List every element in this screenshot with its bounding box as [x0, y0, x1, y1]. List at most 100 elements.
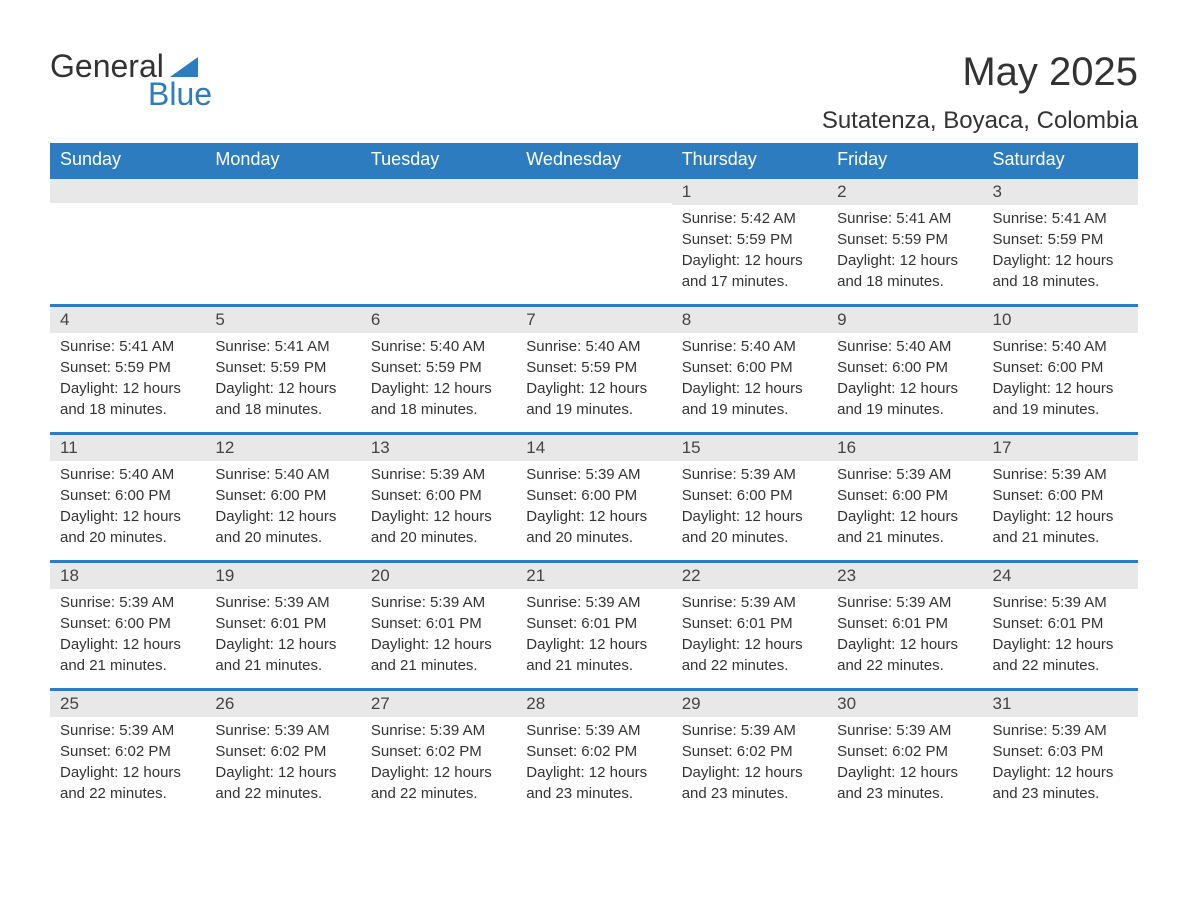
- sunset-text: Sunset: 6:01 PM: [215, 613, 350, 634]
- logo: General Blue: [50, 50, 212, 110]
- day-cell: 2Sunrise: 5:41 AMSunset: 5:59 PMDaylight…: [827, 177, 982, 305]
- sunrise-text: Sunrise: 5:39 AM: [993, 464, 1128, 485]
- sunrise-text: Sunrise: 5:40 AM: [215, 464, 350, 485]
- day-cell: 30Sunrise: 5:39 AMSunset: 6:02 PMDayligh…: [827, 689, 982, 817]
- day-content: Sunrise: 5:39 AMSunset: 6:00 PMDaylight:…: [983, 461, 1138, 556]
- location: Sutatenza, Boyaca, Colombia: [822, 107, 1138, 135]
- day-number: 14: [516, 434, 671, 461]
- month-title: May 2025: [822, 50, 1138, 95]
- sunset-text: Sunset: 6:00 PM: [682, 357, 817, 378]
- day-number: 27: [361, 690, 516, 717]
- daylight-text: Daylight: 12 hours and 18 minutes.: [215, 378, 350, 420]
- sunset-text: Sunset: 6:01 PM: [682, 613, 817, 634]
- day-content: Sunrise: 5:40 AMSunset: 6:00 PMDaylight:…: [205, 461, 360, 556]
- daylight-text: Daylight: 12 hours and 19 minutes.: [526, 378, 661, 420]
- day-number: 5: [205, 306, 360, 333]
- daylight-text: Daylight: 12 hours and 22 minutes.: [837, 634, 972, 676]
- sunset-text: Sunset: 6:01 PM: [993, 613, 1128, 634]
- daylight-text: Daylight: 12 hours and 19 minutes.: [837, 378, 972, 420]
- sunset-text: Sunset: 5:59 PM: [682, 229, 817, 250]
- day-number: 8: [672, 306, 827, 333]
- sunset-text: Sunset: 6:01 PM: [371, 613, 506, 634]
- sunrise-text: Sunrise: 5:39 AM: [526, 464, 661, 485]
- day-cell: [50, 177, 205, 305]
- day-cell: 8Sunrise: 5:40 AMSunset: 6:00 PMDaylight…: [672, 305, 827, 433]
- day-cell: 12Sunrise: 5:40 AMSunset: 6:00 PMDayligh…: [205, 433, 360, 561]
- day-number: 30: [827, 690, 982, 717]
- daylight-text: Daylight: 12 hours and 18 minutes.: [993, 250, 1128, 292]
- day-cell: 15Sunrise: 5:39 AMSunset: 6:00 PMDayligh…: [672, 433, 827, 561]
- sunrise-text: Sunrise: 5:41 AM: [837, 208, 972, 229]
- daylight-text: Daylight: 12 hours and 22 minutes.: [60, 762, 195, 804]
- sunrise-text: Sunrise: 5:39 AM: [837, 720, 972, 741]
- day-cell: 20Sunrise: 5:39 AMSunset: 6:01 PMDayligh…: [361, 561, 516, 689]
- day-content: Sunrise: 5:39 AMSunset: 6:00 PMDaylight:…: [361, 461, 516, 556]
- weekday-monday: Monday: [205, 143, 360, 177]
- day-cell: 31Sunrise: 5:39 AMSunset: 6:03 PMDayligh…: [983, 689, 1138, 817]
- day-content: Sunrise: 5:39 AMSunset: 6:03 PMDaylight:…: [983, 717, 1138, 812]
- daylight-text: Daylight: 12 hours and 22 minutes.: [215, 762, 350, 804]
- sunrise-text: Sunrise: 5:39 AM: [526, 592, 661, 613]
- sunrise-text: Sunrise: 5:39 AM: [371, 720, 506, 741]
- day-content: Sunrise: 5:39 AMSunset: 6:01 PMDaylight:…: [672, 589, 827, 684]
- weekday-header: Sunday Monday Tuesday Wednesday Thursday…: [50, 143, 1138, 177]
- day-content: Sunrise: 5:41 AMSunset: 5:59 PMDaylight:…: [205, 333, 360, 428]
- daylight-text: Daylight: 12 hours and 20 minutes.: [526, 506, 661, 548]
- logo-word1: General: [50, 50, 164, 82]
- daylight-text: Daylight: 12 hours and 23 minutes.: [682, 762, 817, 804]
- daylight-text: Daylight: 12 hours and 20 minutes.: [371, 506, 506, 548]
- daylight-text: Daylight: 12 hours and 19 minutes.: [682, 378, 817, 420]
- day-content: Sunrise: 5:40 AMSunset: 6:00 PMDaylight:…: [827, 333, 982, 428]
- day-content: Sunrise: 5:39 AMSunset: 6:02 PMDaylight:…: [50, 717, 205, 812]
- day-cell: 23Sunrise: 5:39 AMSunset: 6:01 PMDayligh…: [827, 561, 982, 689]
- sunrise-text: Sunrise: 5:40 AM: [993, 336, 1128, 357]
- daylight-text: Daylight: 12 hours and 22 minutes.: [682, 634, 817, 676]
- daylight-text: Daylight: 12 hours and 22 minutes.: [993, 634, 1128, 676]
- day-number: 21: [516, 562, 671, 589]
- sunrise-text: Sunrise: 5:39 AM: [60, 720, 195, 741]
- day-number: 20: [361, 562, 516, 589]
- weekday-thursday: Thursday: [672, 143, 827, 177]
- sunset-text: Sunset: 5:59 PM: [526, 357, 661, 378]
- sunrise-text: Sunrise: 5:39 AM: [60, 592, 195, 613]
- sunrise-text: Sunrise: 5:39 AM: [526, 720, 661, 741]
- calendar-body: 1Sunrise: 5:42 AMSunset: 5:59 PMDaylight…: [50, 177, 1138, 817]
- day-number: 28: [516, 690, 671, 717]
- sunrise-text: Sunrise: 5:39 AM: [993, 720, 1128, 741]
- day-content: Sunrise: 5:39 AMSunset: 6:02 PMDaylight:…: [361, 717, 516, 812]
- day-cell: 28Sunrise: 5:39 AMSunset: 6:02 PMDayligh…: [516, 689, 671, 817]
- day-number: [205, 178, 360, 203]
- day-cell: 10Sunrise: 5:40 AMSunset: 6:00 PMDayligh…: [983, 305, 1138, 433]
- day-cell: 4Sunrise: 5:41 AMSunset: 5:59 PMDaylight…: [50, 305, 205, 433]
- daylight-text: Daylight: 12 hours and 21 minutes.: [837, 506, 972, 548]
- sunset-text: Sunset: 5:59 PM: [60, 357, 195, 378]
- sunrise-text: Sunrise: 5:39 AM: [682, 720, 817, 741]
- day-number: 24: [983, 562, 1138, 589]
- day-cell: 16Sunrise: 5:39 AMSunset: 6:00 PMDayligh…: [827, 433, 982, 561]
- day-number: 15: [672, 434, 827, 461]
- day-number: 31: [983, 690, 1138, 717]
- sunset-text: Sunset: 6:00 PM: [371, 485, 506, 506]
- daylight-text: Daylight: 12 hours and 20 minutes.: [215, 506, 350, 548]
- header: General Blue May 2025 Sutatenza, Boyaca,…: [50, 50, 1138, 135]
- daylight-text: Daylight: 12 hours and 18 minutes.: [837, 250, 972, 292]
- sunset-text: Sunset: 6:02 PM: [215, 741, 350, 762]
- sunset-text: Sunset: 6:01 PM: [837, 613, 972, 634]
- sunrise-text: Sunrise: 5:39 AM: [837, 464, 972, 485]
- week-row: 18Sunrise: 5:39 AMSunset: 6:00 PMDayligh…: [50, 561, 1138, 689]
- daylight-text: Daylight: 12 hours and 17 minutes.: [682, 250, 817, 292]
- daylight-text: Daylight: 12 hours and 21 minutes.: [215, 634, 350, 676]
- day-number: 16: [827, 434, 982, 461]
- day-number: 22: [672, 562, 827, 589]
- sunset-text: Sunset: 6:02 PM: [60, 741, 195, 762]
- day-number: [516, 178, 671, 203]
- sunrise-text: Sunrise: 5:39 AM: [682, 592, 817, 613]
- day-cell: 18Sunrise: 5:39 AMSunset: 6:00 PMDayligh…: [50, 561, 205, 689]
- sunset-text: Sunset: 6:02 PM: [371, 741, 506, 762]
- daylight-text: Daylight: 12 hours and 21 minutes.: [371, 634, 506, 676]
- day-content: Sunrise: 5:39 AMSunset: 6:02 PMDaylight:…: [827, 717, 982, 812]
- weekday-saturday: Saturday: [983, 143, 1138, 177]
- day-cell: 24Sunrise: 5:39 AMSunset: 6:01 PMDayligh…: [983, 561, 1138, 689]
- day-content: Sunrise: 5:42 AMSunset: 5:59 PMDaylight:…: [672, 205, 827, 300]
- sunset-text: Sunset: 6:00 PM: [60, 485, 195, 506]
